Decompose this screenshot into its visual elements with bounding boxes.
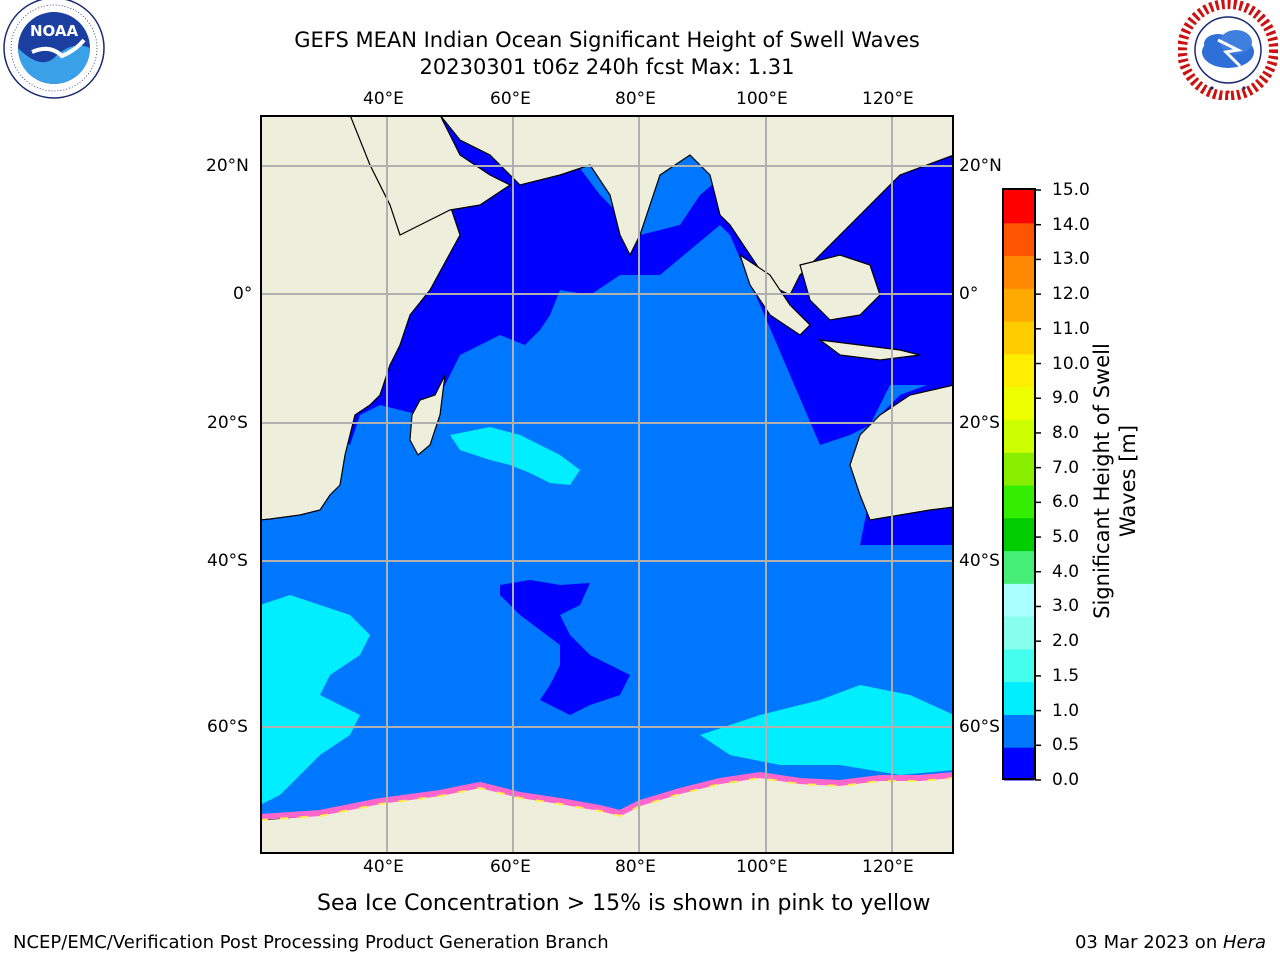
lon-tick-bottom-40e: 40°E xyxy=(363,857,404,877)
footer-credit: NCEP/EMC/Verification Post Processing Pr… xyxy=(13,932,609,953)
colorbar-segment xyxy=(1004,747,1034,781)
colorbar-tick-label: 1.5 xyxy=(1052,665,1080,686)
lon-tick-top-120e: 120°E xyxy=(862,89,914,109)
swell-patch-2 xyxy=(260,595,370,805)
colorbar-segment xyxy=(1004,681,1034,715)
swell-patch-1 xyxy=(450,427,580,485)
lon-tick-top-100e: 100°E xyxy=(736,89,788,109)
lon-tick-bottom-80e: 80°E xyxy=(615,857,656,877)
colorbar-segment xyxy=(1004,616,1034,650)
lon-tick-bottom-100e: 100°E xyxy=(736,857,788,877)
lon-tick-top-80e: 80°E xyxy=(615,89,656,109)
lat-tick-right-20s: 20°S xyxy=(959,413,1000,433)
nws-logo xyxy=(1178,0,1278,100)
lon-tick-bottom-60e: 60°E xyxy=(490,857,531,877)
colorbar xyxy=(1002,188,1041,781)
colorbar-segment xyxy=(1004,419,1034,453)
colorbar-segment xyxy=(1004,222,1034,257)
map-border xyxy=(260,115,954,854)
colorbar-tick-label: 7.0 xyxy=(1052,457,1080,478)
footer-timestamp: 03 Mar 2023 on Hera xyxy=(1075,932,1266,954)
colorbar-segment xyxy=(1004,288,1034,322)
colorbar-tick-label: 15.0 xyxy=(1052,180,1090,200)
lon-tick-top-60e: 60°E xyxy=(490,89,531,109)
colorbar-tick-label: 0.5 xyxy=(1052,735,1080,756)
footer-date: 03 Mar 2023 on xyxy=(1074,932,1223,953)
swell-patch-3 xyxy=(700,685,954,775)
colorbar-tick-label: 0.0 xyxy=(1052,770,1080,790)
colorbar-segment xyxy=(1004,517,1034,552)
colorbar-tick-label: 3.0 xyxy=(1052,596,1080,617)
java-land xyxy=(817,339,921,361)
colorbar-segment xyxy=(1004,190,1034,224)
lon-tick-bottom-120e: 120°E xyxy=(862,857,914,877)
colorbar-segment xyxy=(1004,353,1034,388)
colorbar-tick-labels: 15.0 14.0 13.0 12.0 11.0 10.0 9.0 8.0 7.0 6.0 5.0 4… xyxy=(1052,178,1112,792)
colorbar-tick-label: 13.0 xyxy=(1052,249,1090,270)
lat-tick-left-40s: 40°S xyxy=(207,551,248,571)
colorbar-segment xyxy=(1004,386,1034,420)
colorbar-tick-label: 8.0 xyxy=(1052,422,1080,443)
lat-tick-left-20s: 20°S xyxy=(207,413,248,433)
noaa-logo-text: NOAA xyxy=(30,22,79,40)
lat-tick-right-40s: 40°S xyxy=(959,551,1000,571)
colorbar-tick-label: 5.0 xyxy=(1052,527,1080,548)
sea-ice-edge xyxy=(260,771,954,820)
lat-tick-left-60s: 60°S xyxy=(207,717,248,737)
colorbar-tick-label: 2.0 xyxy=(1052,631,1080,652)
asia-land xyxy=(439,115,954,296)
lat-tick-left-0: 0° xyxy=(233,284,253,304)
colorbar-segment xyxy=(1004,255,1034,289)
colorbar-tick-label: 14.0 xyxy=(1052,214,1090,235)
colorbar-segment xyxy=(1004,550,1034,584)
map-graticule xyxy=(260,115,954,854)
colorbar-segment xyxy=(1004,321,1034,355)
lat-tick-right-0: 0° xyxy=(959,284,979,304)
colorbar-tick-label: 4.0 xyxy=(1052,561,1080,582)
colorbar-segment xyxy=(1004,648,1034,683)
noaa-logo: NOAA xyxy=(3,0,105,99)
lat-tick-left-20n: 20°N xyxy=(206,156,249,176)
australia-land xyxy=(849,384,954,521)
map-subtitle: 20230301 t06z 240h fcst Max: 1.31 xyxy=(419,55,795,79)
lon-tick-top-40e: 40°E xyxy=(363,89,404,109)
colorbar-segment xyxy=(1004,485,1034,519)
colorbar-tick-label: 11.0 xyxy=(1052,318,1090,339)
sea-ice-note: Sea Ice Concentration > 15% is shown in … xyxy=(317,891,931,916)
colorbar-tick-label: 1.0 xyxy=(1052,700,1080,721)
lat-tick-right-60s: 60°S xyxy=(959,717,1000,737)
colorbar-title: Significant Height of Swell Waves [m] xyxy=(1090,343,1140,619)
lat-tick-right-20n: 20°N xyxy=(959,156,1002,176)
colorbar-tick-label: 12.0 xyxy=(1052,284,1090,305)
colorbar-segment xyxy=(1004,583,1034,617)
map-canvas xyxy=(260,115,954,854)
arabia-land xyxy=(349,115,512,236)
colorbar-tick-label: 9.0 xyxy=(1052,388,1080,409)
colorbar-tick-label: 10.0 xyxy=(1052,353,1090,374)
borneo-land xyxy=(799,254,881,321)
low-swell-patch xyxy=(500,580,630,715)
colorbar-tick-label: 6.0 xyxy=(1052,492,1080,513)
colorbar-segment xyxy=(1004,452,1034,486)
footer-machine: Hera xyxy=(1222,932,1266,953)
colorbar-segment xyxy=(1004,714,1034,748)
map-title: GEFS MEAN Indian Ocean Significant Heigh… xyxy=(294,28,920,52)
